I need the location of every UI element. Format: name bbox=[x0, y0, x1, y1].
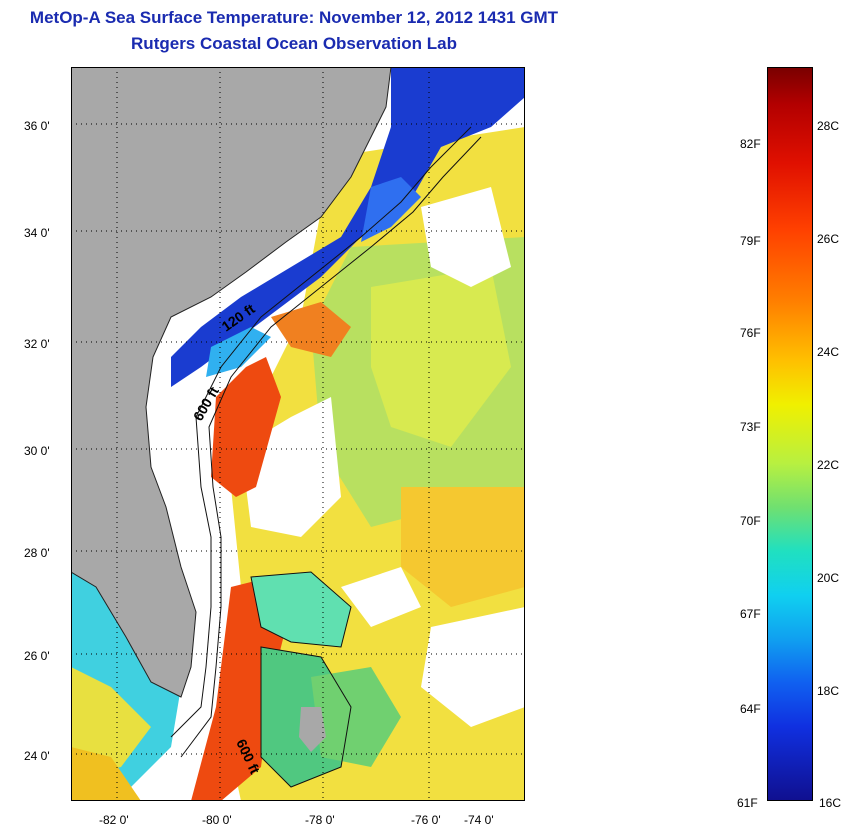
colorbar-label-79F: 79F bbox=[740, 234, 761, 248]
colorbar-label-67F: 67F bbox=[740, 607, 761, 621]
colorbar-label-70F: 70F bbox=[740, 514, 761, 528]
lat-label-24: 24 0' bbox=[24, 749, 50, 763]
lon-label-76: -76 0' bbox=[411, 813, 441, 827]
colorbar-label-28C: 28C bbox=[817, 119, 840, 133]
lat-label-34: 34 0' bbox=[24, 226, 50, 240]
colorbar-label-61F: 61F bbox=[737, 796, 758, 810]
colorbar-label-82F: 82F bbox=[740, 137, 761, 151]
lon-label-82: -82 0' bbox=[99, 813, 129, 827]
lat-label-30: 30 0' bbox=[24, 444, 50, 458]
sst-map: 120 ft 600 ft 600 ft bbox=[71, 67, 525, 801]
colorbar-label-24C: 24C bbox=[817, 345, 840, 359]
lat-label-32: 32 0' bbox=[24, 337, 50, 351]
map-title: MetOp-A Sea Surface Temperature: Novembe… bbox=[29, 8, 559, 27]
colorbar-label-20C: 20C bbox=[817, 571, 840, 585]
lon-label-80: -80 0' bbox=[202, 813, 232, 827]
colorbar-label-64F: 64F bbox=[740, 702, 761, 716]
lat-label-28: 28 0' bbox=[24, 546, 50, 560]
map-subtitle: Rutgers Coastal Ocean Observation Lab bbox=[131, 34, 457, 53]
colorbar-label-26C: 26C bbox=[817, 232, 840, 246]
lat-label-26: 26 0' bbox=[24, 649, 50, 663]
colorbar-label-16C: 16C bbox=[819, 796, 842, 810]
colorbar-label-18C: 18C bbox=[817, 684, 840, 698]
colorbar-label-73F: 73F bbox=[740, 420, 761, 434]
colorbar-label-22C: 22C bbox=[817, 458, 840, 472]
colorbar-label-76F: 76F bbox=[740, 326, 761, 340]
temperature-colorbar bbox=[767, 67, 813, 801]
lat-label-36: 36 0' bbox=[24, 119, 50, 133]
lon-label-74: -74 0' bbox=[464, 813, 494, 827]
lon-label-78: -78 0' bbox=[305, 813, 335, 827]
